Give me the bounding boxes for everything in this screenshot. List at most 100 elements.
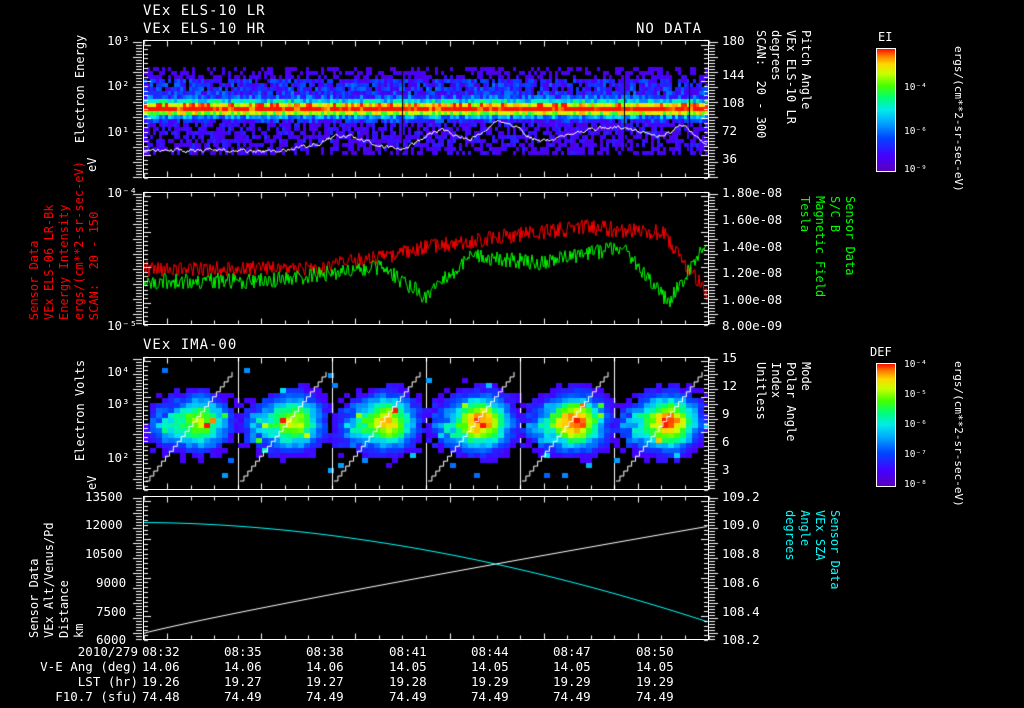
footer-cell: 08:50 bbox=[636, 644, 674, 659]
footer-cell: 14.05 bbox=[553, 659, 591, 674]
panel2-y-axis-label-line-2: Energy Intensity bbox=[57, 204, 71, 320]
footer-row-label: V-E Ang (deg) bbox=[40, 659, 138, 674]
panel1-no-data-label: NO DATA bbox=[636, 21, 703, 37]
panel2-y-axis-label-line-0: Sensor Data bbox=[27, 240, 41, 320]
footer-row-label: LST (hr) bbox=[77, 674, 138, 689]
footer-cell: 14.06 bbox=[224, 659, 262, 674]
panel1-y2-axis-label-line-2: degrees bbox=[769, 30, 783, 81]
footer-cell: 74.49 bbox=[306, 689, 344, 704]
panel2-ytick-1: 10⁻⁵ bbox=[107, 318, 138, 333]
colorbar-def-tick-3: 10⁻⁷ bbox=[904, 449, 927, 460]
footer-cell: 08:41 bbox=[389, 644, 427, 659]
panel2-y-axis-label-line-4: SCAN: 20 - 150 bbox=[87, 211, 101, 320]
footer-cell: 19.27 bbox=[306, 674, 344, 689]
panel3-ima-ion-spectrogram[interactable] bbox=[143, 357, 709, 490]
panel3-ytick-0: 10⁴ bbox=[107, 364, 130, 379]
footer-cell: 14.05 bbox=[471, 659, 509, 674]
footer-cell: 14.05 bbox=[389, 659, 427, 674]
panel2-y2tick-3: 1.20e-08 bbox=[722, 265, 783, 280]
footer-cell: 08:38 bbox=[306, 644, 344, 659]
panel4-y-axis-label-line-1: VEx Alt/Venus/Pd bbox=[42, 522, 56, 638]
panel4-y2tick-0: 109.2 bbox=[722, 489, 760, 504]
panel3-y2tick-2: 9 bbox=[722, 406, 730, 421]
footer-cell: 14.06 bbox=[306, 659, 344, 674]
panel3-y2tick-1: 12 bbox=[722, 378, 738, 393]
panel1-title-lr: VEx ELS-10 LR bbox=[143, 3, 266, 19]
panel4-ytick-2: 10500 bbox=[85, 546, 123, 561]
panel3-y2tick-0: 15 bbox=[722, 350, 738, 365]
panel1-ytick-0: 10³ bbox=[107, 33, 130, 48]
panel3-y-axis-label: Electron Volts eV bbox=[62, 360, 110, 490]
panel1-ytick-2: 10¹ bbox=[107, 124, 130, 139]
footer-cell: 14.06 bbox=[142, 659, 180, 674]
footer-cell: 19.29 bbox=[553, 674, 591, 689]
panel4-y2tick-4: 108.4 bbox=[722, 604, 760, 619]
panel4-y2tick-2: 108.8 bbox=[722, 546, 760, 561]
footer-cell: 08:35 bbox=[224, 644, 262, 659]
colorbar-def-tick-1: 10⁻⁵ bbox=[904, 389, 927, 400]
panel2-y2tick-1: 1.60e-08 bbox=[722, 212, 783, 227]
colorbar-ei-units: ergs/(cm**2-sr-sec-eV) bbox=[952, 46, 965, 192]
panel2-energy-intensity-magnetic-field[interactable] bbox=[143, 192, 709, 325]
panel3-y2-axis-label-line-0: Mode bbox=[799, 362, 813, 391]
footer-cell: 19.29 bbox=[636, 674, 674, 689]
footer-cell: 08:32 bbox=[142, 644, 180, 659]
panel3-canvas bbox=[144, 358, 708, 489]
panel1-ytick-1: 10² bbox=[107, 78, 130, 93]
panel1-y2tick-0: 180 bbox=[722, 33, 745, 48]
panel4-ytick-0: 13500 bbox=[85, 489, 123, 504]
footer-cell: 74.49 bbox=[389, 689, 427, 704]
panel2-canvas bbox=[144, 193, 708, 324]
footer-cell: 19.28 bbox=[389, 674, 427, 689]
panel3-title: VEx IMA-00 bbox=[143, 337, 238, 353]
colorbar-def-gradient bbox=[876, 363, 896, 487]
footer-cell: 74.49 bbox=[224, 689, 262, 704]
panel1-y-axis-label-text: Electron Energy eV bbox=[73, 34, 99, 172]
footer-cell: 19.29 bbox=[471, 674, 509, 689]
colorbar-def-units: ergs/(cm**2-sr-sec-eV) bbox=[952, 361, 965, 507]
panel4-canvas bbox=[144, 497, 708, 639]
panel1-y2-axis-label-line-1: VEx ELS-10 LR bbox=[784, 30, 798, 124]
panel4-altitude-sza[interactable] bbox=[143, 496, 709, 640]
panel2-y-axis-label-line-1: VEx ELS-06 LR-Bk bbox=[42, 204, 56, 320]
panel1-y2tick-4: 36 bbox=[722, 151, 738, 166]
footer-cell: 08:44 bbox=[471, 644, 509, 659]
panel3-y2tick-4: 3 bbox=[722, 462, 730, 477]
panel2-y2-axis-label-line-3: Tesla bbox=[798, 196, 812, 233]
footer-cell: 74.49 bbox=[553, 689, 591, 704]
panel1-title-hr: VEx ELS-10 HR bbox=[143, 21, 266, 37]
colorbar-ei-gradient bbox=[876, 48, 896, 172]
panel4-y2tick-5: 108.2 bbox=[722, 632, 760, 647]
panel4-y-axis-label-line-2: Distance bbox=[57, 580, 71, 638]
panel1-y2-axis-label-line-0: Pitch Angle bbox=[799, 30, 813, 110]
colorbar-ei-tick-2: 10⁻⁹ bbox=[904, 164, 927, 175]
footer-cell: 19.27 bbox=[224, 674, 262, 689]
panel3-y-axis-label-text: Electron Volts eV bbox=[73, 359, 99, 490]
footer-row-label: F10.7 (sfu) bbox=[55, 689, 138, 704]
panel1-electron-energy-spectrogram[interactable] bbox=[143, 40, 709, 178]
panel1-canvas bbox=[144, 41, 708, 177]
panel3-ytick-1: 10³ bbox=[107, 396, 130, 411]
panel1-y-axis-label: Electron Energy eV bbox=[62, 35, 110, 172]
colorbar-ei-tick-1: 10⁻⁶ bbox=[904, 126, 927, 137]
panel1-y2tick-2: 108 bbox=[722, 95, 745, 110]
panel1-y2tick-1: 144 bbox=[722, 67, 745, 82]
panel3-y2tick-3: 6 bbox=[722, 434, 730, 449]
footer-data-table: 2010/279 08:32 08:35 08:38 08:41 08:44 08:47 08… bbox=[0, 644, 1024, 708]
footer-cell: 14.05 bbox=[636, 659, 674, 674]
panel2-y2tick-2: 1.40e-08 bbox=[722, 239, 783, 254]
panel4-y2tick-1: 109.0 bbox=[722, 517, 760, 532]
panel4-y2tick-3: 108.6 bbox=[722, 575, 760, 590]
footer-row-label: 2010/279 bbox=[77, 644, 138, 659]
colorbar-def-label: DEF bbox=[870, 345, 892, 359]
panel2-y2tick-4: 1.00e-08 bbox=[722, 292, 783, 307]
panel4-y-axis-label-line-3: km bbox=[72, 623, 86, 638]
panel3-y2-axis-label-line-3: Unitless bbox=[754, 362, 768, 420]
panel2-y2tick-5: 8.00e-09 bbox=[722, 318, 783, 333]
colorbar-ei-tick-0: 10⁻⁴ bbox=[904, 82, 927, 93]
panel4-ytick-3: 9000 bbox=[96, 575, 127, 590]
panel3-ytick-2: 10² bbox=[107, 450, 130, 465]
panel4-y-axis-label-line-0: Sensor Data bbox=[27, 558, 41, 638]
panel4-y2-axis-label-line-3: degrees bbox=[783, 510, 797, 561]
